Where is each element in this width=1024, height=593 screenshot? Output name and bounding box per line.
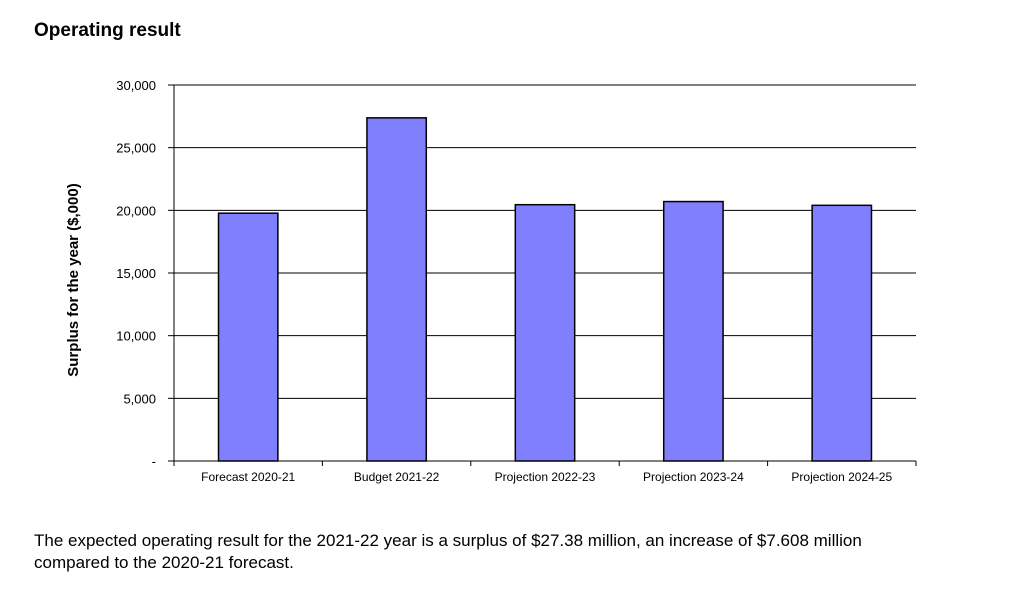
y-tick-label: 20,000	[116, 203, 156, 218]
x-tick-label: Projection 2023-24	[643, 470, 744, 484]
y-tick-label: 30,000	[116, 78, 156, 93]
y-tick-label: 10,000	[116, 329, 156, 344]
y-tick-labels: - 5,000 10,000 15,000 20,000 25,000 30,000	[116, 78, 156, 469]
x-tick-label: Projection 2024-25	[791, 470, 892, 484]
bar	[514, 203, 576, 462]
x-tick-labels: Forecast 2020-21 Budget 2021-22 Projection…	[201, 470, 892, 484]
y-axis-title: Surplus for the year ($,000)	[65, 183, 82, 376]
y-tick-label: 25,000	[116, 141, 156, 156]
caption-text: The expected operating result for the 20…	[34, 531, 862, 572]
bar-chart: - 5,000 10,000 15,000 20,000 25,000 30,000 For…	[65, 78, 917, 484]
bar-series	[217, 117, 873, 462]
x-tick-label: Budget 2021-22	[354, 470, 440, 484]
y-tick-label: 5,000	[123, 391, 156, 406]
x-tick-label: Forecast 2020-21	[201, 470, 295, 484]
bar	[217, 212, 279, 462]
bar	[811, 204, 873, 462]
y-tick-label: 15,000	[116, 266, 156, 281]
chart-heading: Operating result	[34, 20, 181, 41]
y-tick-label: -	[152, 454, 156, 469]
x-tick-label: Projection 2022-23	[495, 470, 596, 484]
bar	[366, 117, 428, 462]
axes	[173, 85, 917, 466]
bar	[662, 200, 724, 462]
